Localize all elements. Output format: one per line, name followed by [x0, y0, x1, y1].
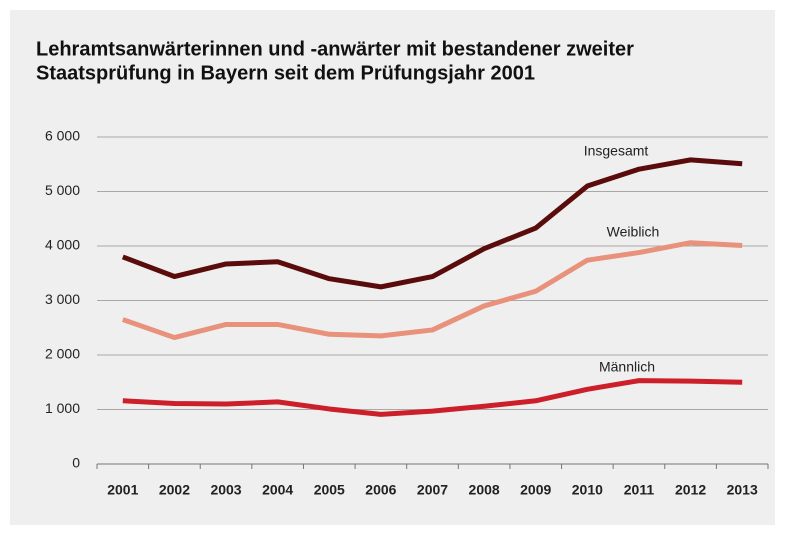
x-tick-label: 2002 [159, 482, 190, 498]
x-tick-label: 2004 [262, 482, 293, 498]
series-label: Männlich [599, 359, 655, 375]
series-line [121, 157, 743, 290]
y-tick-label: 4 000 [45, 237, 80, 253]
y-tick-label: 5 000 [45, 182, 80, 198]
x-tick-label: 2006 [365, 482, 396, 498]
series-label: Weiblich [607, 224, 660, 240]
x-tick-label: 2013 [727, 482, 758, 498]
y-tick-label: 2 000 [45, 346, 80, 362]
x-tick-label: 2001 [107, 482, 138, 498]
series-label: Insgesamt [584, 143, 649, 159]
series-line [121, 240, 743, 341]
x-tick-label: 2009 [520, 482, 551, 498]
chart-title: Lehramtsanwärterinnen und -anwärter mit … [36, 38, 634, 60]
y-tick-label: 1 000 [45, 400, 80, 416]
y-tick-label: 0 [72, 455, 80, 471]
x-tick-label: 2011 [624, 482, 655, 498]
x-tick-label: 2008 [469, 482, 500, 498]
x-tick-label: 2003 [210, 482, 241, 498]
x-tick-label: 2005 [314, 482, 345, 498]
x-tick-label: 2010 [572, 482, 603, 498]
y-tick-label: 3 000 [45, 291, 80, 307]
background [10, 10, 775, 525]
x-tick-label: 2012 [675, 482, 706, 498]
y-tick-label: 6 000 [45, 128, 80, 144]
chart-title: Staatsprüfung in Bayern seit dem Prüfung… [36, 62, 535, 84]
x-tick-label: 2007 [417, 482, 448, 498]
series-line [122, 378, 743, 417]
